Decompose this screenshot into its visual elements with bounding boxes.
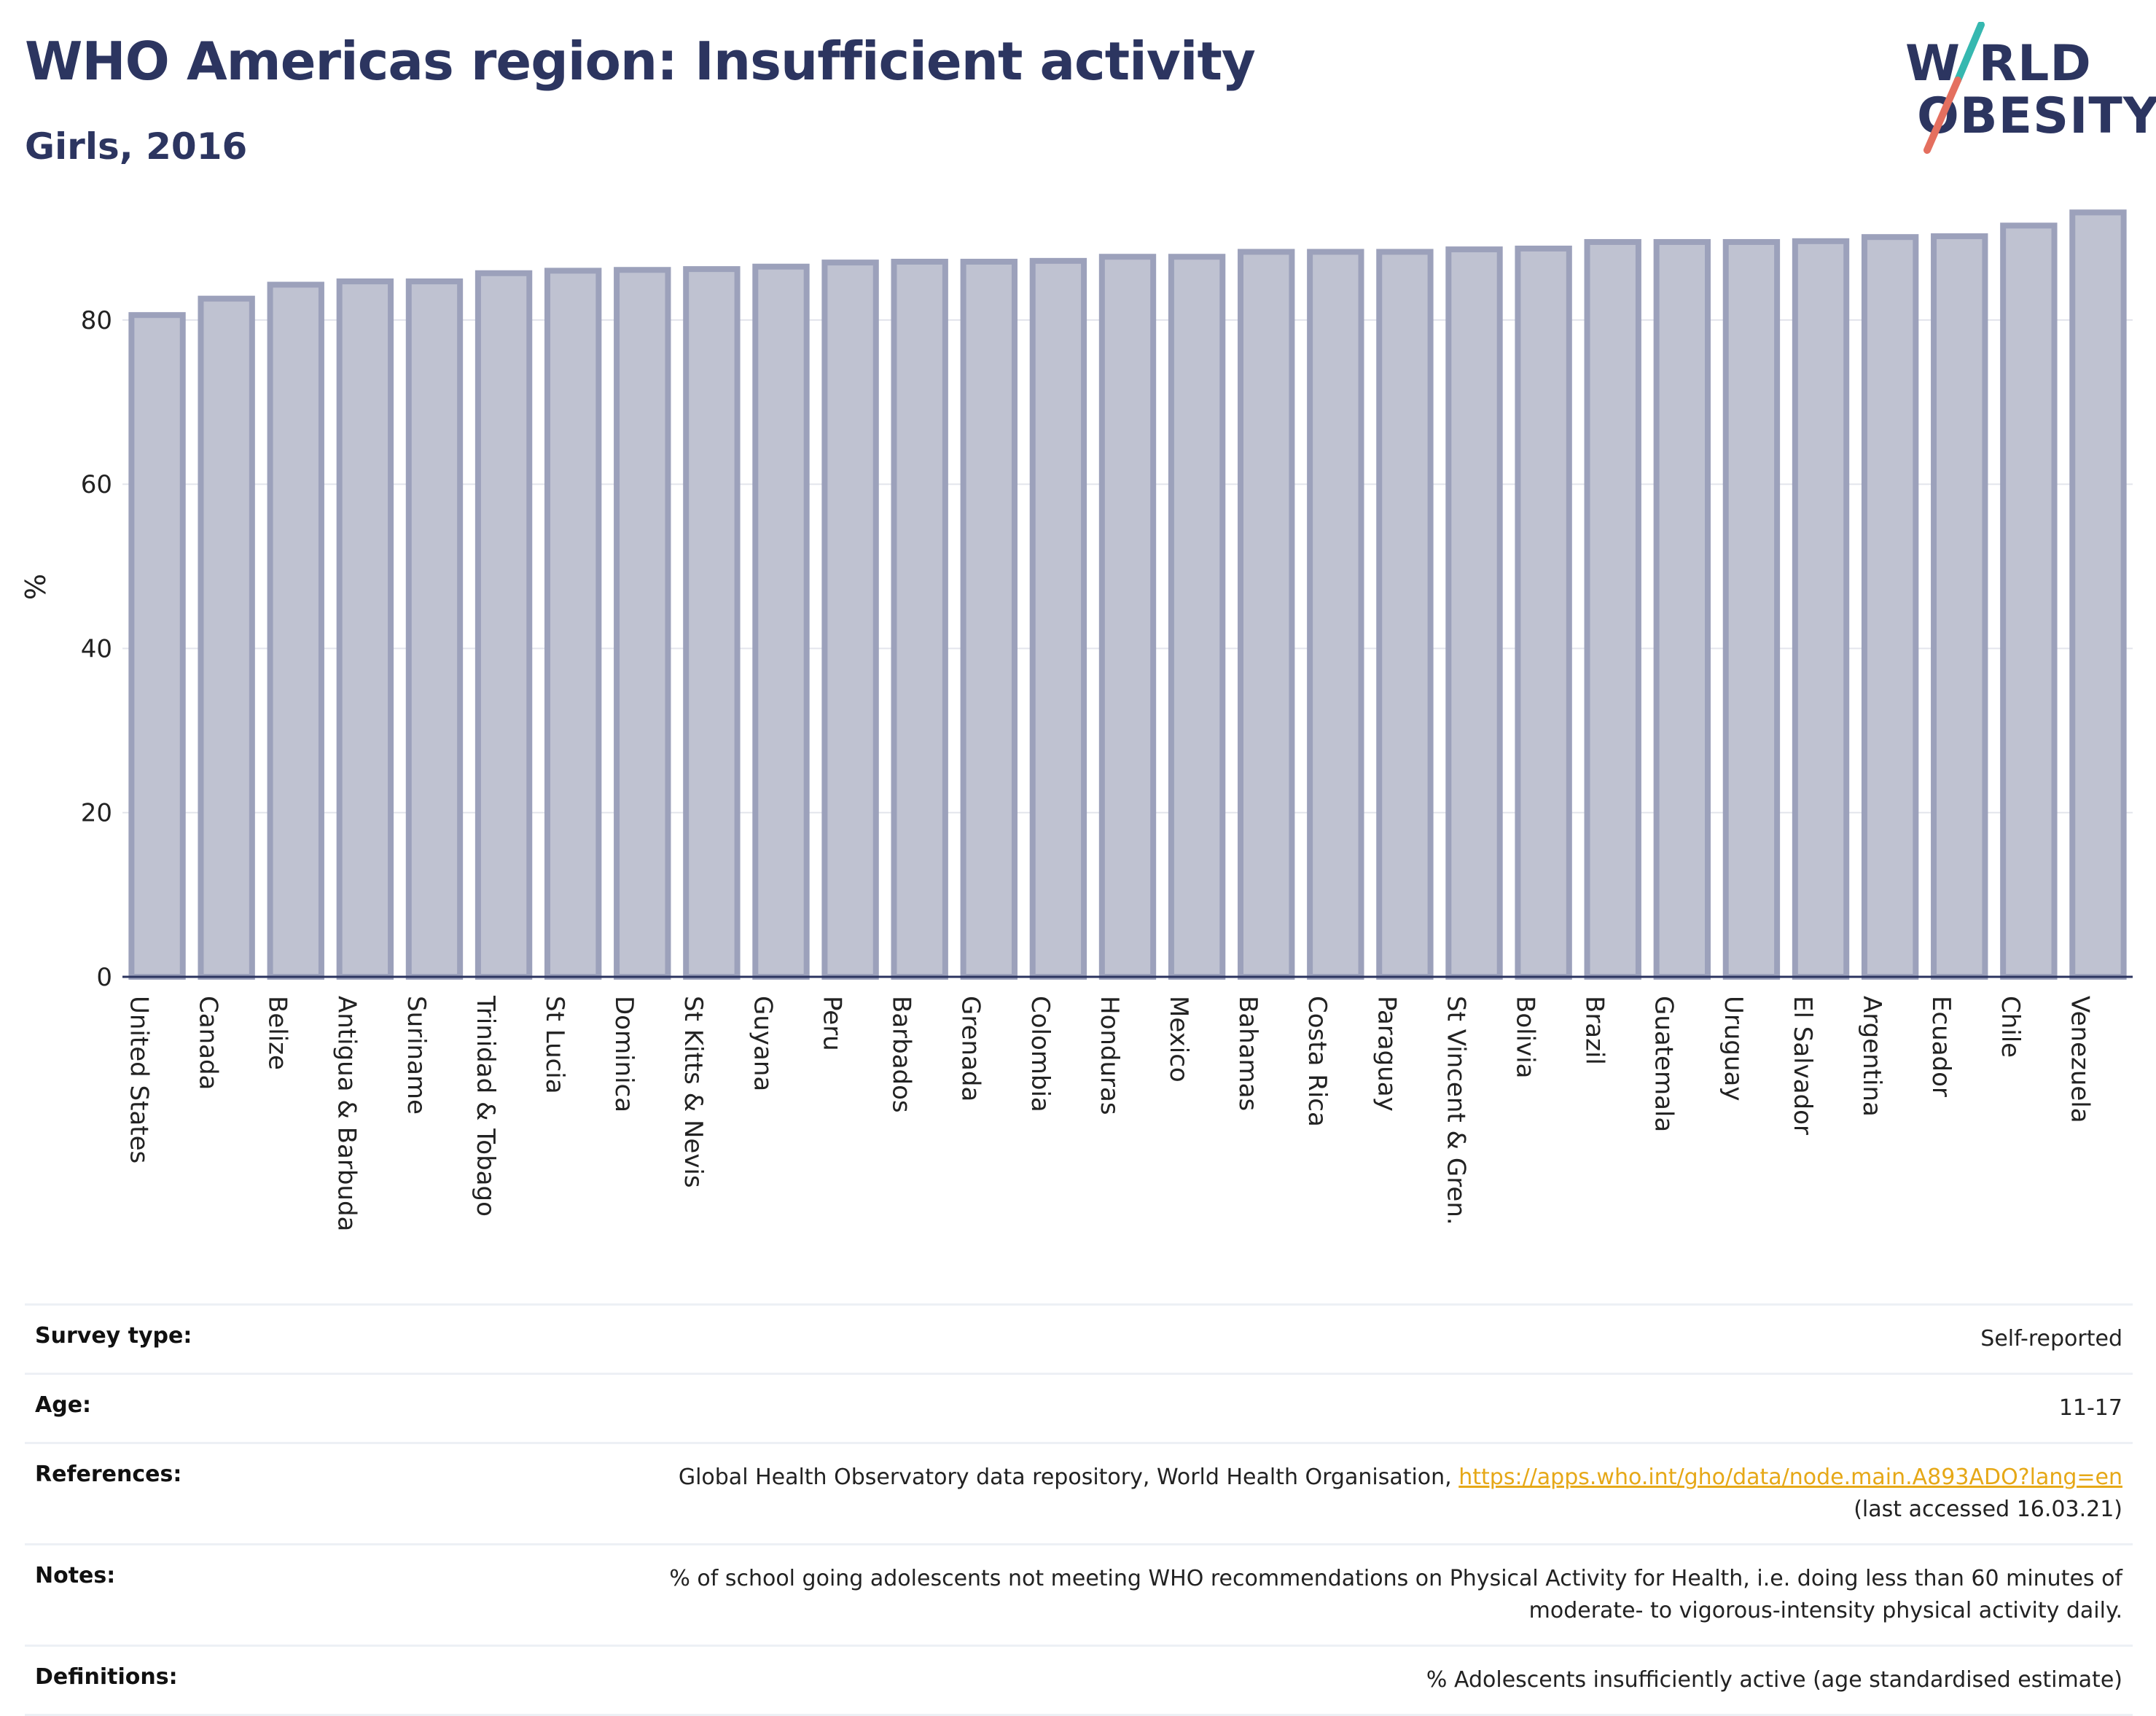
bar-chart: 0 20 40 60 80 % United States Canada Belize Ant… — [20, 209, 2133, 1231]
bar-st-lucia — [544, 268, 602, 980]
info-row-notes: Notes: % of school going adolescents not… — [25, 1543, 2133, 1647]
bar-barbados — [891, 258, 948, 980]
x-tick-label: Bolivia — [1510, 996, 1539, 1078]
bar-argentina — [1861, 234, 1919, 980]
bar-trinidad-tobago — [474, 270, 533, 980]
x-tick-label: Brazil — [1580, 996, 1609, 1065]
logo-slash-icon — [1923, 22, 1985, 154]
x-tick-label: El Salvador — [1788, 996, 1817, 1135]
x-tick-label: Bahamas — [1233, 996, 1262, 1111]
definitions-label: Definitions: — [25, 1645, 337, 1716]
x-tick-label: St Lucia — [540, 996, 569, 1094]
age-label: Age: — [25, 1373, 337, 1444]
x-tick-label: Antigua & Barbuda — [332, 996, 362, 1231]
x-tick-label: St Vincent & Gren. — [1441, 996, 1470, 1225]
bar-uruguay — [1722, 238, 1781, 980]
bar-chile — [2000, 222, 2058, 980]
y-tick-label: 0 — [96, 963, 112, 992]
x-tick-label: Costa Rica — [1302, 996, 1332, 1127]
x-tick-label: Mexico — [1164, 996, 1193, 1083]
x-tick-label: Honduras — [1095, 996, 1124, 1115]
y-tick-label: 60 — [81, 470, 112, 499]
x-tick-label: Dominica — [609, 996, 638, 1112]
chart-subtitle: Girls, 2016 — [25, 125, 248, 168]
x-tick-label: Belize — [263, 996, 292, 1070]
info-row-definitions: Definitions: % Adolescents insufficientl… — [25, 1645, 2133, 1716]
bar-bolivia — [1515, 245, 1572, 980]
x-tick-label: Peru — [817, 996, 846, 1051]
bar-colombia — [1029, 257, 1087, 980]
x-axis-ticks: United States Canada Belize Antigua & Barbu… — [124, 995, 2094, 1231]
definitions-value: % Adolescents insufficiently active (age… — [337, 1645, 2133, 1716]
world-obesity-logo: W RLD OBESITY — [1895, 22, 2156, 160]
logo-line-2: OBESITY — [1917, 87, 2156, 145]
survey-type-value: Self-reported — [337, 1303, 2133, 1375]
bar-ecuador — [1931, 233, 1988, 980]
references-label: References: — [25, 1442, 337, 1545]
x-tick-label: Guatemala — [1649, 996, 1679, 1132]
bar-grenada — [960, 258, 1018, 980]
x-tick-label: Canada — [194, 996, 223, 1090]
references-accessed: (last accessed 16.03.21) — [1854, 1497, 2122, 1522]
info-row-references: References: Global Health Observatory da… — [25, 1442, 2133, 1545]
references-link[interactable]: https://apps.who.int/gho/data/node.main.… — [1458, 1465, 2122, 1490]
bar-guyana — [752, 263, 810, 980]
bar-canada — [198, 295, 255, 980]
info-row-survey-type: Survey type: Self-reported — [25, 1303, 2133, 1375]
y-tick-label: 20 — [81, 799, 112, 828]
x-tick-label: Trinidad & Tobago — [471, 995, 500, 1217]
bar-antigua-barbuda — [336, 278, 394, 980]
x-tick-label: Argentina — [1857, 996, 1886, 1117]
y-axis-title: % — [20, 574, 52, 600]
bar-dominica — [614, 267, 671, 980]
x-tick-label: Colombia — [1026, 996, 1055, 1112]
bar-bahamas — [1238, 249, 1295, 980]
y-tick-label: 80 — [81, 306, 112, 335]
bar-honduras — [1098, 254, 1157, 980]
survey-type-label: Survey type: — [25, 1303, 337, 1375]
bar-el-salvador — [1792, 238, 1850, 980]
chart-info-table: Survey type: Self-reported Age: 11-17 Re… — [25, 1303, 2133, 1716]
bar-mexico — [1168, 254, 1226, 980]
x-tick-label: Venezuela — [2065, 996, 2094, 1123]
x-tick-label: St Kitts & Nevis — [679, 996, 708, 1188]
notes-line-1: % of school going adolescents not meetin… — [669, 1566, 2122, 1591]
bar-belize — [267, 281, 324, 980]
x-tick-label: Grenada — [956, 996, 985, 1101]
bar-united-states — [128, 312, 186, 980]
x-tick-label: Guyana — [748, 996, 777, 1091]
bar-guatemala — [1653, 238, 1711, 980]
bar-st-kitts-nevis — [683, 266, 741, 980]
bar-paraguay — [1376, 249, 1434, 980]
notes-line-2: moderate- to vigorous-intensity physical… — [1528, 1598, 2122, 1623]
age-value: 11-17 — [337, 1373, 2133, 1444]
x-tick-label: Suriname — [402, 996, 431, 1115]
bar-suriname — [405, 278, 464, 980]
bar-costa-rica — [1307, 249, 1364, 980]
logo-line-1: W RLD — [1905, 35, 2092, 93]
y-tick-label: 40 — [81, 634, 112, 663]
x-tick-label: Uruguay — [1719, 996, 1748, 1101]
bar-brazil — [1584, 238, 1641, 980]
notes-label: Notes: — [25, 1543, 337, 1647]
x-tick-label: United States — [124, 996, 153, 1163]
x-tick-label: Paraguay — [1372, 996, 1401, 1112]
references-text: Global Health Observatory data repositor… — [678, 1465, 1452, 1490]
x-tick-label: Barbados — [887, 996, 916, 1113]
x-tick-label: Chile — [1996, 996, 2025, 1058]
bars — [128, 209, 2127, 980]
info-row-age: Age: 11-17 — [25, 1373, 2133, 1444]
x-tick-label: Ecuador — [1926, 996, 1956, 1097]
bar-venezuela — [2069, 209, 2127, 980]
chart-title: WHO Americas region: Insufficient activi… — [25, 31, 1256, 92]
y-axis-ticks: 0 20 40 60 80 — [81, 306, 112, 992]
bar-st-vincent-gren- — [1445, 246, 1503, 980]
bar-peru — [821, 260, 879, 980]
